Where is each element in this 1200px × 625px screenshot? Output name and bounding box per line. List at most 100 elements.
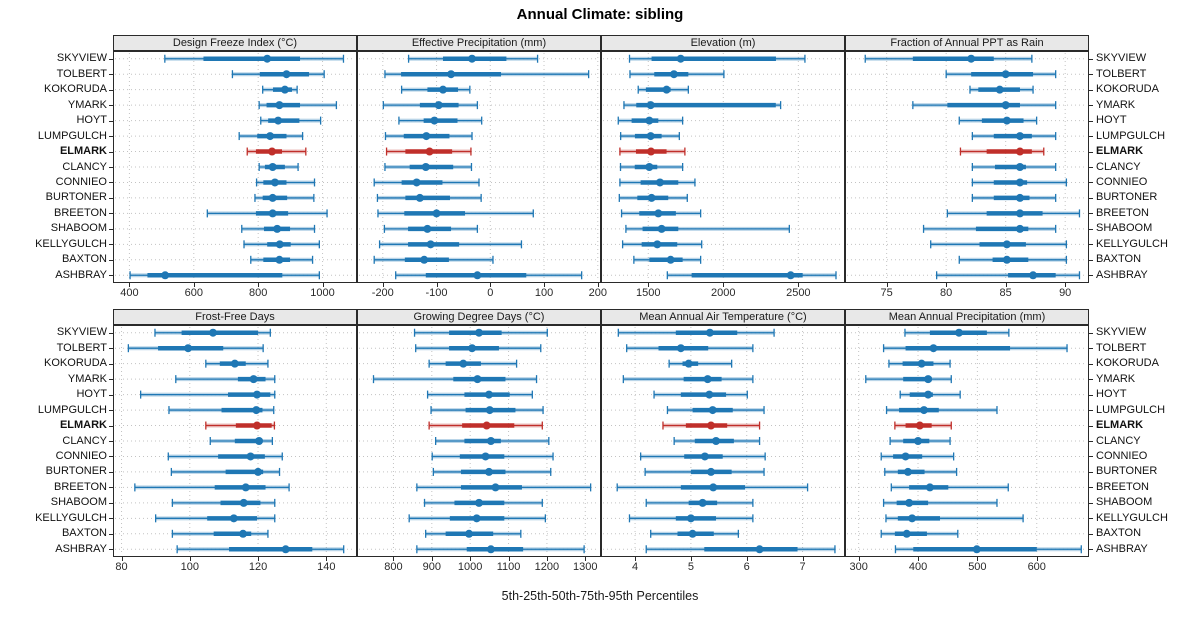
site-label-right-baxton: BAXTON xyxy=(1096,527,1142,540)
median-dot xyxy=(274,116,283,125)
site-label-left-hoyt: HOYT xyxy=(76,388,107,401)
percentile-row-tolbert xyxy=(127,344,264,353)
percentile-row-kokoruda xyxy=(262,85,298,94)
percentile-row-tolbert xyxy=(384,70,590,79)
site-label-right-elmark: ELMARK xyxy=(1096,419,1144,432)
median-dot xyxy=(268,163,277,171)
percentile-row-connieo xyxy=(619,178,696,187)
percentile-row-hoyt xyxy=(617,116,684,125)
median-dot xyxy=(230,359,239,368)
site-row-tick-right xyxy=(1089,228,1093,230)
site-label-left-baxton: BAXTON xyxy=(61,527,107,540)
site-row-tick-left xyxy=(109,332,113,334)
site-label-right-ashbray: ASHBRAY xyxy=(1096,268,1148,281)
median-dot xyxy=(924,390,933,399)
site-row-tick-left xyxy=(109,487,113,489)
median-dot xyxy=(654,209,663,218)
axis-tick-label: 120 xyxy=(248,561,268,573)
percentile-row-burtoner xyxy=(376,193,482,202)
percentile-row-shaboom xyxy=(383,224,479,233)
median-dot xyxy=(432,209,441,218)
median-dot xyxy=(705,328,714,337)
site-label-left-ymark: YMARK xyxy=(67,98,107,111)
site-row-tick-right xyxy=(1089,105,1093,107)
site-label-right-hoyt: HOYT xyxy=(1096,114,1127,127)
median-dot xyxy=(708,406,717,415)
panel-plot xyxy=(845,51,1089,283)
axis-tick-label: 200 xyxy=(588,287,607,299)
median-dot xyxy=(646,132,655,141)
axis-tick xyxy=(470,557,472,561)
panel-strip: Effective Precipitation (mm) xyxy=(357,35,601,51)
percentile-row-hoyt xyxy=(958,116,1038,125)
site-row-tick-right xyxy=(1089,259,1093,261)
site-row-tick-right xyxy=(1089,518,1093,520)
percentile-row-burtoner xyxy=(618,193,688,202)
axis-tick-label: 85 xyxy=(999,287,1012,299)
median-dot xyxy=(438,85,447,94)
median-dot xyxy=(995,85,1004,94)
median-dot xyxy=(420,255,429,264)
median-dot xyxy=(252,406,261,415)
median-dot xyxy=(669,70,678,79)
median-dot xyxy=(426,240,435,249)
site-row-tick-left xyxy=(109,394,113,396)
median-dot xyxy=(254,467,263,476)
site-row-tick-left xyxy=(109,167,113,168)
percentile-row-connieo xyxy=(880,452,955,461)
axis-tick-label: 1200 xyxy=(534,561,560,573)
percentile-row-breeton xyxy=(134,483,290,492)
percentile-row-skyview xyxy=(617,328,775,337)
median-dot xyxy=(484,467,493,476)
percentile-row-ymark xyxy=(622,375,754,384)
site-row-tick-left xyxy=(109,441,113,442)
site-row-tick-left xyxy=(109,151,113,153)
site-row-tick-right xyxy=(1089,136,1093,138)
axis-tick-label: 80 xyxy=(940,287,953,299)
percentile-row-ashbray xyxy=(935,271,1081,280)
axis-tick-label: 7 xyxy=(799,561,806,573)
site-label-left-lumpgulch: LUMPGULCH xyxy=(37,129,107,142)
site-label-left-shaboom: SHABOOM xyxy=(50,222,107,235)
site-row-tick-left xyxy=(109,197,113,199)
percentile-row-shaboom xyxy=(423,498,543,507)
percentile-row-lumpgulch xyxy=(971,132,1057,141)
median-dot xyxy=(755,545,764,554)
axis-tick-label: 2000 xyxy=(711,287,736,299)
percentile-row-breeton xyxy=(890,483,1009,492)
axis-tick xyxy=(436,283,438,287)
median-dot xyxy=(1001,101,1010,110)
site-label-left-lumpgulch: LUMPGULCH xyxy=(37,403,107,416)
percentile-row-kellygulch xyxy=(243,240,320,249)
median-dot xyxy=(1002,116,1011,125)
median-dot xyxy=(422,132,431,141)
axis-tick-label: 100 xyxy=(534,287,554,299)
site-label-left-breeton: BREETON xyxy=(54,206,107,219)
axis-tick xyxy=(798,283,800,287)
percentile-row-ymark xyxy=(623,101,782,110)
median-dot xyxy=(703,375,712,384)
percentile-row-burtoner xyxy=(644,467,765,476)
site-row-tick-left xyxy=(109,348,113,350)
site-row-tick-right xyxy=(1089,471,1093,473)
percentile-row-ashbray xyxy=(416,545,585,554)
median-dot xyxy=(1015,163,1024,171)
axis-tick xyxy=(597,283,599,287)
site-label-left-baxton: BAXTON xyxy=(61,253,107,266)
percentile-row-ashbray xyxy=(645,545,836,554)
site-row-tick-right xyxy=(1089,441,1093,442)
median-dot xyxy=(676,344,685,353)
median-dot xyxy=(1015,224,1024,233)
site-label-left-elmark: ELMARK xyxy=(59,419,107,432)
median-dot xyxy=(241,483,250,492)
median-dot xyxy=(473,375,482,384)
panel-plot xyxy=(357,51,601,283)
median-dot xyxy=(184,344,193,353)
axis-tick-label: 1000 xyxy=(457,561,483,573)
axis-tick-label: 600 xyxy=(1027,561,1046,573)
median-dot xyxy=(908,514,917,523)
site-label-left-ashbray: ASHBRAY xyxy=(55,268,107,281)
site-row-tick-left xyxy=(109,213,113,215)
panel-strip: Growing Degree Days (°C) xyxy=(357,309,601,325)
